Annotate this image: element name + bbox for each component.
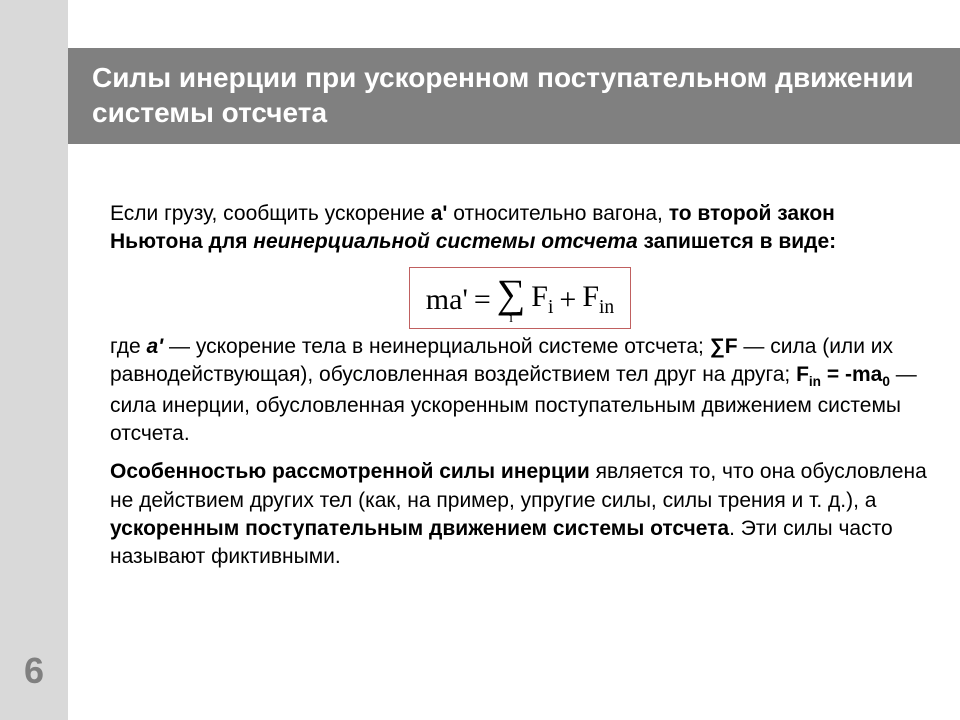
paragraph-2: где a' — ускорение тела в неинерциальной… — [110, 333, 930, 449]
slide-body: Если грузу, сообщить ускорение a' относи… — [110, 200, 930, 582]
Fin-a: a — [871, 363, 883, 386]
formula-container: ma' = ∑ i Fi + Fin — [110, 267, 930, 329]
Fin-sub: in — [809, 374, 821, 389]
text-bold: ускоренным поступательным движением сист… — [110, 517, 729, 540]
text: Если грузу, сообщить ускорение — [110, 202, 431, 225]
var-Fin: Fin = -ma0 — [796, 363, 890, 386]
paragraph-3: Особенностью рассмотренной силы инерции … — [110, 458, 930, 571]
text-bold: Особенностью рассмотренной силы инерции — [110, 460, 590, 483]
term2-base: F — [582, 280, 599, 313]
var-a-prime: a' — [431, 202, 448, 225]
formula-box: ma' = ∑ i Fi + Fin — [409, 267, 631, 329]
sigma-sub: i — [509, 312, 513, 326]
Fin-asub: 0 — [882, 374, 890, 389]
text: — ускорение тела в неинерциальной систем… — [163, 335, 710, 358]
formula-lhs: ma' — [426, 285, 468, 315]
formula-term1: Fi — [531, 282, 553, 318]
text-bold-italic: неинерциальной системы отсчета — [253, 230, 637, 253]
left-strip — [0, 0, 68, 720]
sigma-icon: ∑ i — [497, 274, 526, 326]
text: относительно вагона, — [447, 202, 668, 225]
text: где — [110, 335, 146, 358]
formula-eq: = — [474, 285, 491, 315]
var-sigmaF: ∑F — [710, 335, 738, 358]
sigma-symbol: ∑ — [497, 274, 526, 314]
formula-term2: Fin — [582, 282, 614, 318]
paragraph-1: Если грузу, сообщить ускорение a' относи… — [110, 200, 930, 257]
formula-plus: + — [559, 285, 576, 315]
page-number: 6 — [0, 650, 68, 692]
var-a-prime: a' — [146, 335, 163, 358]
Fin-mid: = -m — [821, 363, 871, 386]
term1-sub: i — [548, 297, 553, 318]
term1-base: F — [531, 280, 548, 313]
text-bold: запишется в виде: — [638, 230, 837, 253]
title-text: Силы инерции при ускоренном поступательн… — [92, 62, 914, 128]
slide-title: Силы инерции при ускоренном поступательн… — [68, 48, 960, 144]
term2-sub: in — [599, 297, 614, 318]
Fin-base: F — [796, 363, 809, 386]
